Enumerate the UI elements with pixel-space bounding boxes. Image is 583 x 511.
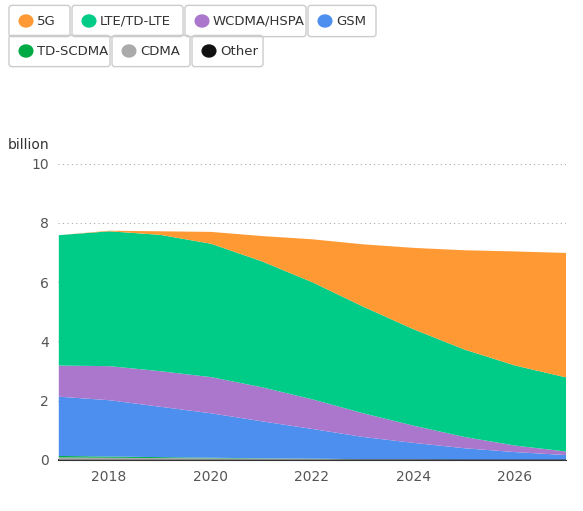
Text: CDMA: CDMA <box>140 44 180 58</box>
Text: TD-SCDMA: TD-SCDMA <box>37 44 108 58</box>
Text: LTE/TD-LTE: LTE/TD-LTE <box>100 14 171 28</box>
Text: 5G: 5G <box>37 14 56 28</box>
Text: GSM: GSM <box>336 14 366 28</box>
Text: billion: billion <box>8 137 49 152</box>
Text: Other: Other <box>220 44 258 58</box>
Text: WCDMA/HSPA: WCDMA/HSPA <box>213 14 305 28</box>
